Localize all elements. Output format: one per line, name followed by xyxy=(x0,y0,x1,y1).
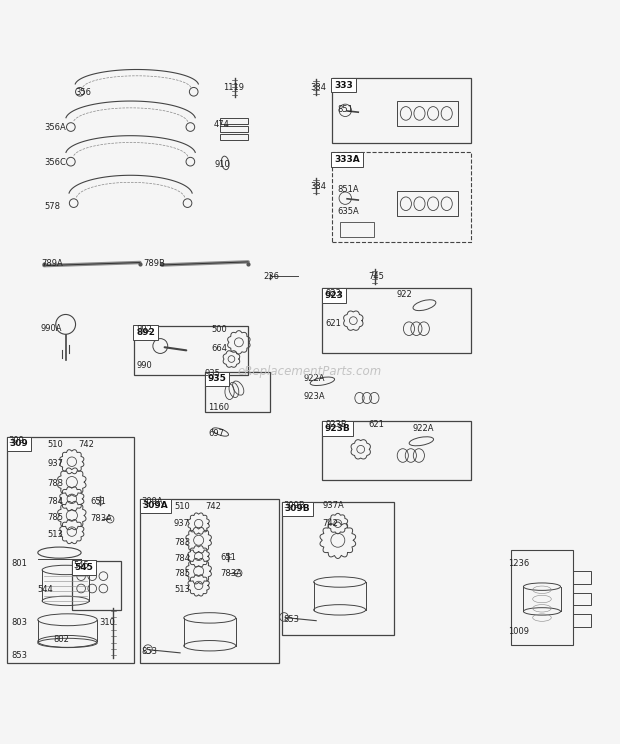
Text: 578: 578 xyxy=(44,202,60,211)
Text: 922A: 922A xyxy=(412,424,433,434)
Bar xyxy=(573,571,591,583)
Text: 937A: 937A xyxy=(322,501,344,510)
Text: 1009: 1009 xyxy=(508,627,529,636)
Text: 621: 621 xyxy=(326,319,342,328)
Text: 544: 544 xyxy=(38,586,53,594)
Text: 310: 310 xyxy=(100,618,115,627)
Text: 783A: 783A xyxy=(220,568,242,577)
Text: 333A: 333A xyxy=(334,155,360,164)
Bar xyxy=(332,78,471,143)
Text: 892: 892 xyxy=(137,325,153,335)
Bar xyxy=(322,422,471,481)
Text: 783A: 783A xyxy=(91,514,112,523)
Text: 937: 937 xyxy=(174,519,190,528)
Text: 784: 784 xyxy=(174,554,190,563)
Text: 789B: 789B xyxy=(143,259,165,269)
Text: 651: 651 xyxy=(91,498,106,507)
Text: 309: 309 xyxy=(9,440,28,449)
Text: 510: 510 xyxy=(47,440,63,449)
Text: 309B: 309B xyxy=(283,501,305,510)
Text: 851: 851 xyxy=(338,105,354,114)
Text: 990A: 990A xyxy=(41,324,63,333)
Text: 742: 742 xyxy=(322,519,339,528)
Bar xyxy=(220,126,248,132)
Text: 334: 334 xyxy=(310,182,326,191)
Text: 236: 236 xyxy=(264,272,280,280)
Text: 651: 651 xyxy=(220,553,236,562)
Text: 333: 333 xyxy=(334,80,353,89)
Text: 510: 510 xyxy=(174,501,190,510)
Text: 783: 783 xyxy=(47,479,63,488)
Text: 545: 545 xyxy=(74,563,93,572)
Text: 356C: 356C xyxy=(44,158,66,167)
Text: 621: 621 xyxy=(369,420,384,429)
Text: 309: 309 xyxy=(8,435,24,445)
Text: 851A: 851A xyxy=(338,185,360,194)
Text: 474: 474 xyxy=(214,120,230,129)
Text: 937: 937 xyxy=(47,459,63,468)
Text: 513: 513 xyxy=(174,586,190,594)
Text: 309A: 309A xyxy=(143,501,168,510)
Text: 922: 922 xyxy=(397,290,412,299)
Bar xyxy=(573,593,591,605)
Text: 935: 935 xyxy=(205,369,221,378)
Bar xyxy=(397,101,458,126)
Bar xyxy=(134,326,248,375)
Bar xyxy=(340,222,374,237)
Text: 1119: 1119 xyxy=(223,83,244,92)
Text: 803: 803 xyxy=(12,618,28,627)
Text: 853: 853 xyxy=(283,615,299,624)
Text: 635A: 635A xyxy=(338,207,360,216)
Text: 922A: 922A xyxy=(304,373,326,382)
Text: 500: 500 xyxy=(211,325,227,335)
Text: 742: 742 xyxy=(78,440,94,449)
Text: 784: 784 xyxy=(47,498,63,507)
Text: 745: 745 xyxy=(369,272,384,280)
Text: 923A: 923A xyxy=(304,392,326,401)
Bar xyxy=(140,498,279,663)
Bar xyxy=(573,615,591,627)
Bar xyxy=(282,502,394,635)
Text: 513: 513 xyxy=(47,530,63,539)
Text: 697: 697 xyxy=(208,429,224,438)
Bar xyxy=(220,118,248,124)
Text: eReplacementParts.com: eReplacementParts.com xyxy=(238,365,382,379)
Text: 545: 545 xyxy=(74,560,89,569)
Text: 789A: 789A xyxy=(41,259,63,269)
Text: 853: 853 xyxy=(141,647,157,656)
Text: 923B: 923B xyxy=(326,420,347,429)
Text: 923: 923 xyxy=(326,289,342,298)
Text: 802: 802 xyxy=(53,635,69,644)
Text: 664: 664 xyxy=(211,344,227,353)
Bar xyxy=(220,134,248,140)
Text: 923B: 923B xyxy=(325,424,350,433)
Bar xyxy=(205,372,270,412)
Text: 1160: 1160 xyxy=(208,403,229,411)
Text: 801: 801 xyxy=(12,559,28,568)
Text: 742: 742 xyxy=(205,501,221,510)
Text: 309B: 309B xyxy=(285,504,310,513)
Text: 785: 785 xyxy=(47,513,63,522)
Text: 1236: 1236 xyxy=(508,559,529,568)
Bar xyxy=(511,550,573,646)
Text: 309A: 309A xyxy=(141,498,162,507)
Text: 853: 853 xyxy=(12,651,28,660)
Text: 785: 785 xyxy=(174,568,190,577)
Bar xyxy=(322,289,471,353)
Text: 910: 910 xyxy=(214,160,230,170)
Bar xyxy=(397,191,458,216)
Text: 892: 892 xyxy=(136,328,155,337)
Text: 356A: 356A xyxy=(44,124,66,132)
Bar xyxy=(7,437,134,663)
Text: 923: 923 xyxy=(325,291,343,300)
Text: 356: 356 xyxy=(75,88,91,97)
Text: 783: 783 xyxy=(174,538,190,547)
Text: 990: 990 xyxy=(137,362,153,371)
Text: 334: 334 xyxy=(310,83,326,92)
Bar xyxy=(72,561,122,610)
Bar xyxy=(332,153,471,242)
Text: 935: 935 xyxy=(207,374,226,383)
